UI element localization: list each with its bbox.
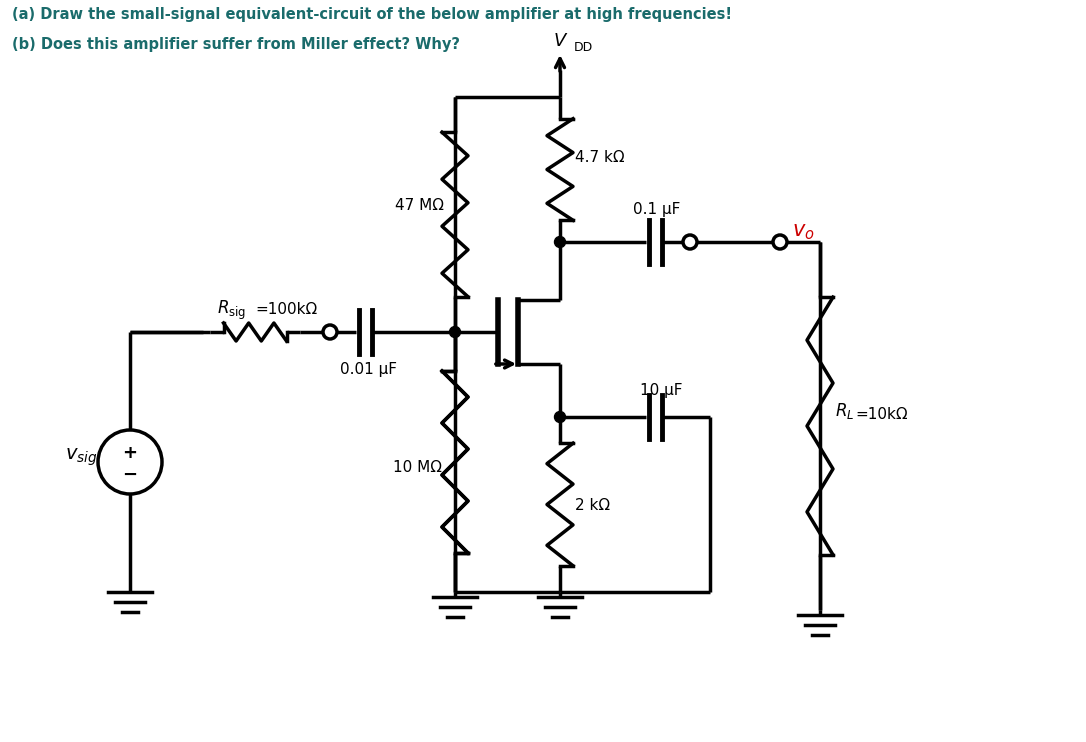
Text: $V$: $V$ [553, 32, 568, 50]
Text: (a) Draw the small-signal equivalent-circuit of the below amplifier at high freq: (a) Draw the small-signal equivalent-cir… [12, 7, 732, 22]
Text: 10 μF: 10 μF [640, 383, 682, 398]
Text: 0.01 μF: 0.01 μF [340, 362, 397, 377]
Text: +: + [123, 444, 138, 462]
Circle shape [555, 412, 566, 422]
Circle shape [323, 325, 337, 339]
Text: $v_o$: $v_o$ [792, 222, 814, 242]
Text: $R_L$: $R_L$ [835, 401, 855, 421]
Circle shape [773, 235, 787, 249]
Text: DD: DD [574, 41, 593, 54]
Text: $R_\mathregular{sig}$: $R_\mathregular{sig}$ [217, 299, 247, 322]
Text: (b) Does this amplifier suffer from Miller effect? Why?: (b) Does this amplifier suffer from Mill… [12, 37, 460, 52]
Text: −: − [123, 466, 138, 484]
Text: 10 MΩ: 10 MΩ [393, 460, 442, 475]
Circle shape [683, 235, 697, 249]
Text: =100kΩ: =100kΩ [255, 302, 317, 317]
Text: =10kΩ: =10kΩ [855, 407, 908, 422]
Text: 0.1 μF: 0.1 μF [633, 202, 680, 217]
Text: 47 MΩ: 47 MΩ [395, 197, 444, 212]
Circle shape [555, 237, 566, 248]
Circle shape [450, 326, 460, 338]
Text: 4.7 kΩ: 4.7 kΩ [574, 149, 624, 165]
Text: $v_\mathregular{sig}$: $v_\mathregular{sig}$ [65, 446, 98, 467]
Text: 2 kΩ: 2 kΩ [574, 497, 610, 513]
